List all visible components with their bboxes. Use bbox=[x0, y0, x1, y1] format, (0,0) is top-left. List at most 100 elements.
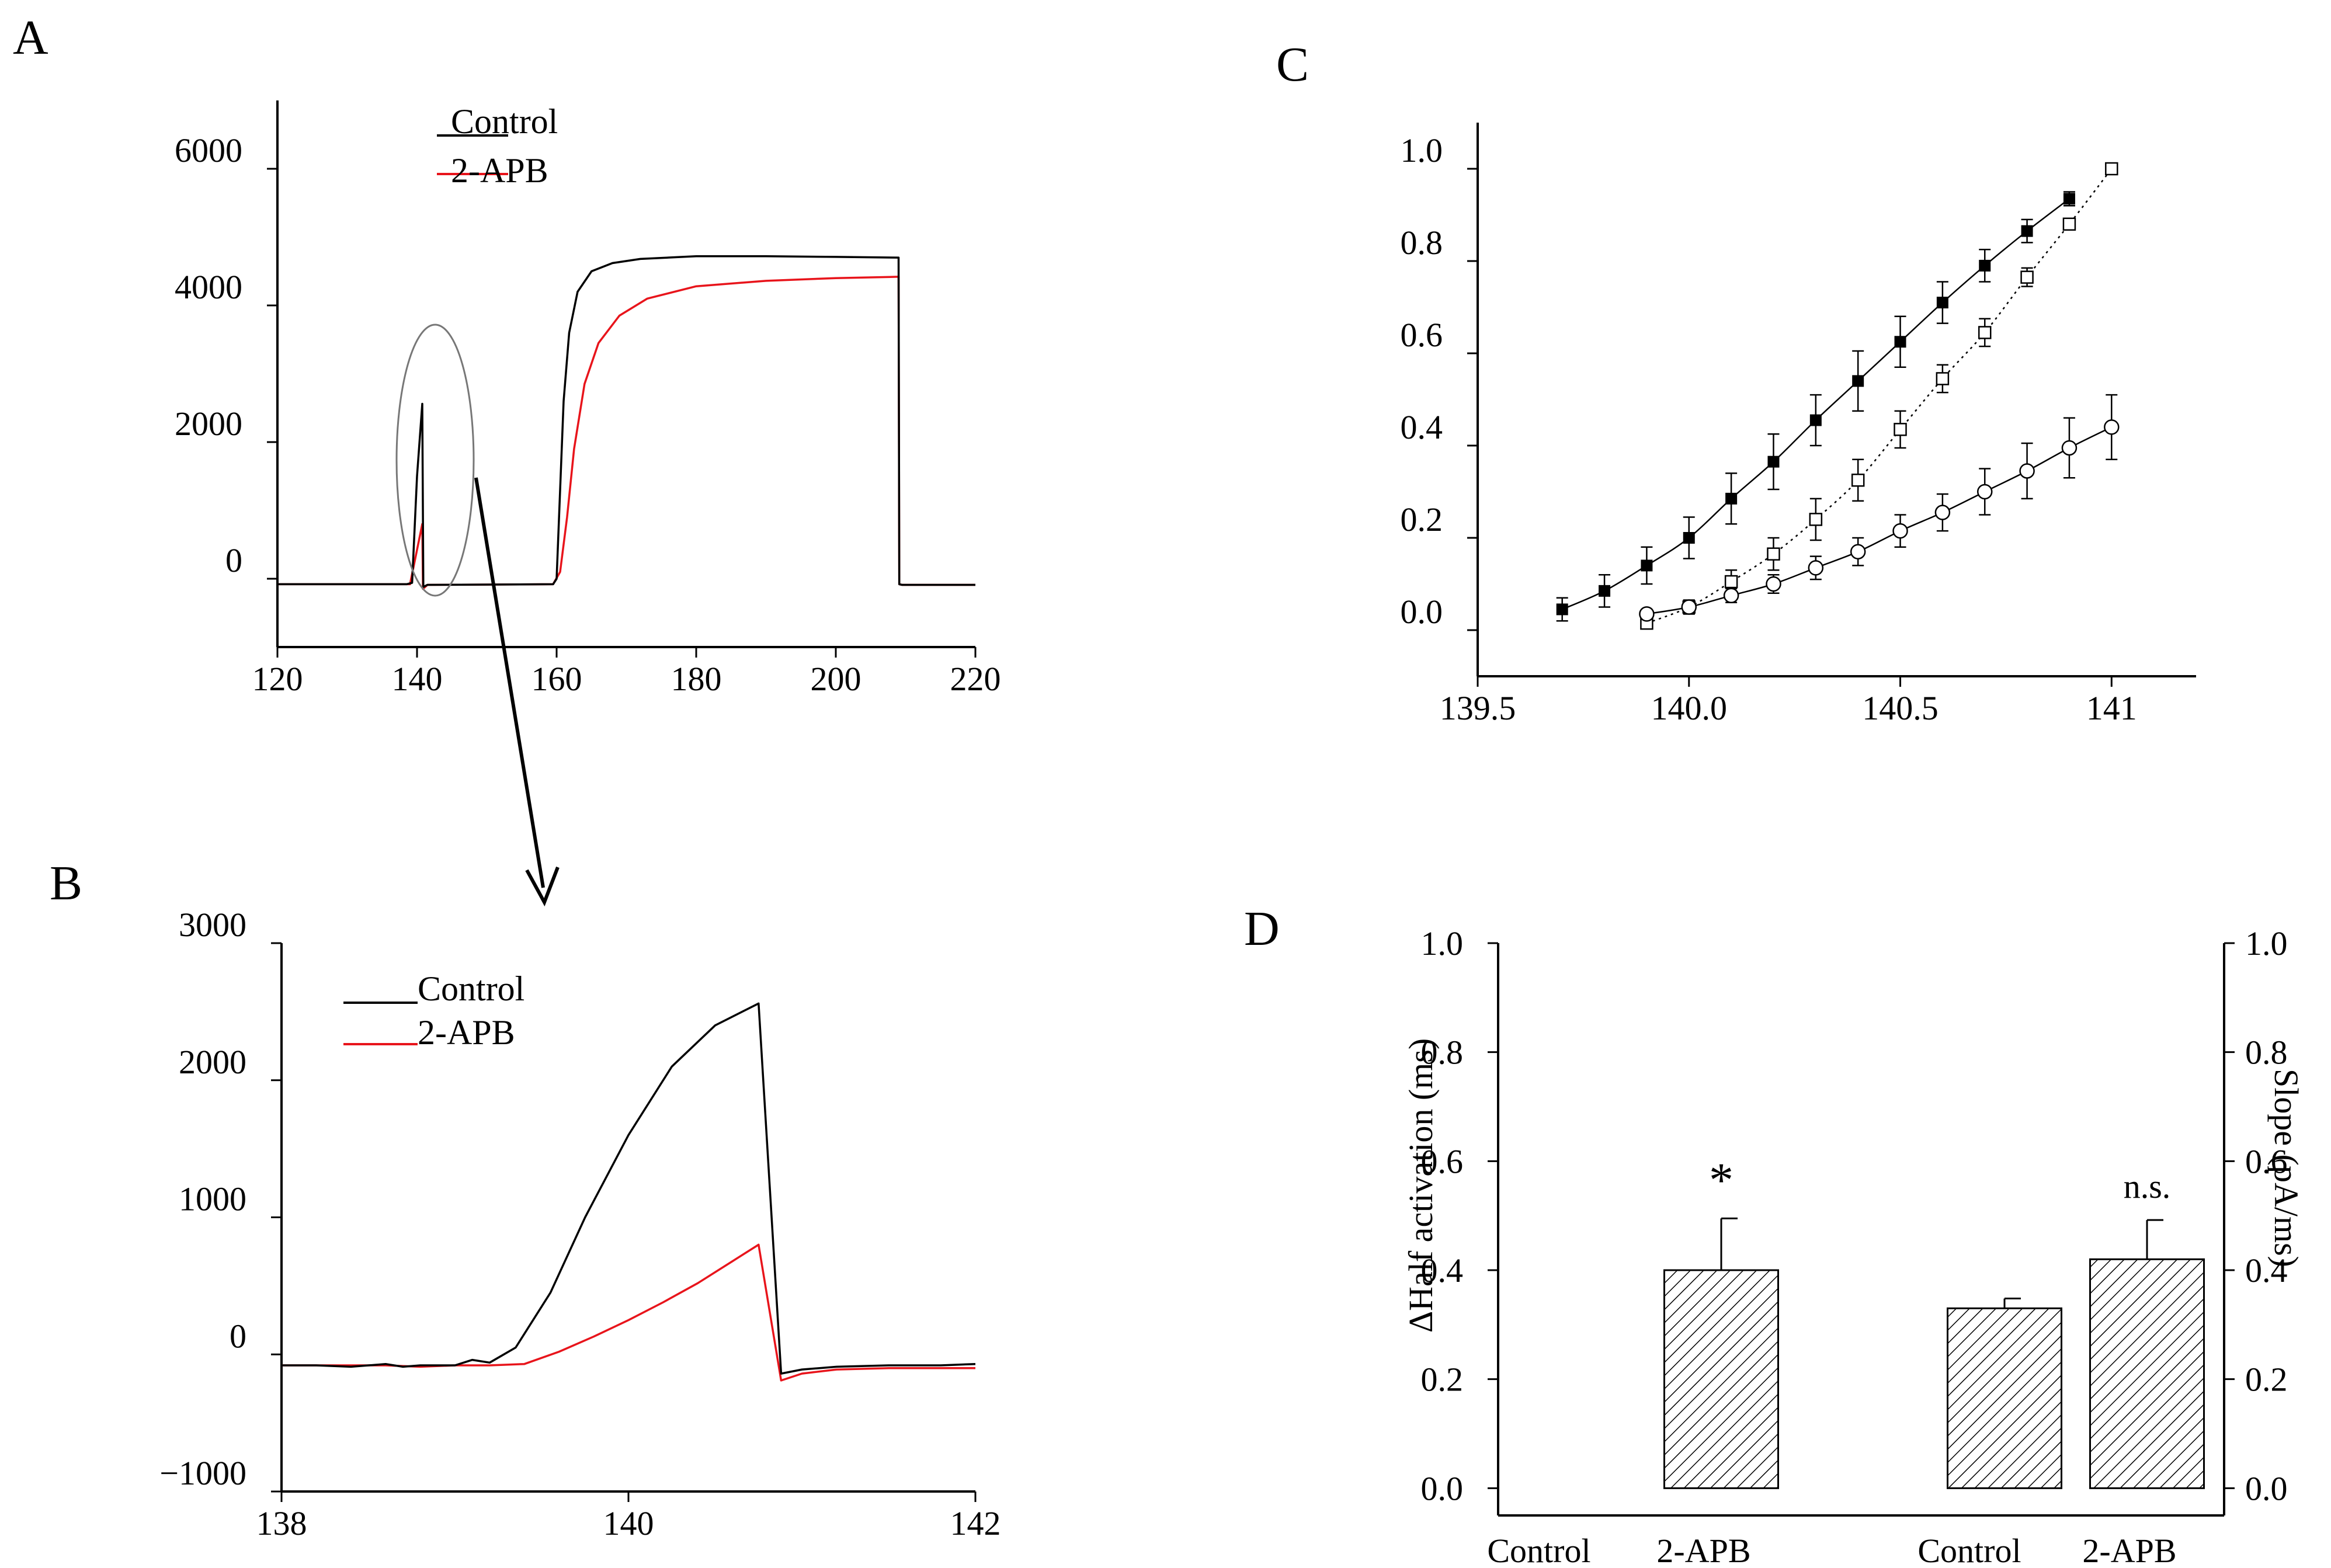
y-tick-label-left: 0.2 bbox=[1421, 1361, 1464, 1399]
x-tick-label: 138 bbox=[256, 1504, 307, 1542]
panel-a-ticks: 120 140 160 180 200 220 0 2000 4000 6000 bbox=[175, 131, 1001, 698]
y-tick-label-left: 0.8 bbox=[1421, 1034, 1464, 1072]
panel-c-label: C bbox=[1276, 37, 1309, 92]
y-tick-label: 4000 bbox=[175, 268, 242, 306]
significance-annotation: * bbox=[1709, 1153, 1734, 1207]
panel-a: A 120 140 160 180 200 220 0 2000 4000 6000 Contro… bbox=[13, 11, 1001, 698]
panel-a-label: A bbox=[13, 11, 48, 65]
y-tick-label: 0.2 bbox=[1401, 500, 1443, 538]
bar bbox=[1947, 1307, 2062, 1489]
bar bbox=[1663, 1269, 1779, 1489]
panel-d-ticks: 0.0 0.0 0.2 0.2 0.4 0.4 0.6 0.6 0.8 0.8 1.0 1.0 bbox=[1421, 924, 2288, 1507]
panel-a-legend: Control 2-APB bbox=[437, 102, 558, 190]
y-tick-label: 0.4 bbox=[1401, 408, 1443, 446]
panel-c: C 139.5 140.0 140.5 141 0.0 0.2 0.4 0.6 0.8 1.0 bbox=[1276, 37, 2196, 727]
y-tick-label: −1000 bbox=[159, 1454, 246, 1492]
data-point bbox=[1936, 297, 1948, 309]
panel-d-bars: Control * 2-APB Control n.s. 2-APB bbox=[1487, 1153, 2205, 1568]
data-point bbox=[1683, 532, 1695, 544]
x-tick-label: 220 bbox=[950, 660, 1001, 698]
panel-d: D 0.0 0.0 0.2 0.2 0.4 0.4 0.6 0.6 0.8 0.8 1.0 1.0 C… bbox=[1244, 902, 2305, 1568]
data-point bbox=[1976, 484, 1993, 500]
data-point bbox=[2104, 419, 2120, 435]
data-point bbox=[1809, 513, 1823, 526]
x-tick-label: 140 bbox=[603, 1504, 654, 1542]
y-tick-label-left: 0.4 bbox=[1421, 1251, 1464, 1289]
panel-d-label: D bbox=[1244, 902, 1280, 956]
data-point bbox=[1978, 326, 1992, 339]
data-point bbox=[2020, 270, 2034, 284]
panel-b-series bbox=[282, 1002, 976, 1382]
x-tick-label: 180 bbox=[671, 660, 722, 698]
data-point bbox=[1892, 523, 1908, 539]
legend-2apb-label: 2-APB bbox=[451, 151, 548, 190]
significance-annotation: n.s. bbox=[2124, 1167, 2171, 1205]
data-point bbox=[1767, 456, 1780, 468]
y-tick-label-right: 1.0 bbox=[2245, 924, 2288, 962]
y-tick-label-left: 0.6 bbox=[1421, 1142, 1464, 1180]
panel-b-axes bbox=[280, 943, 975, 1493]
data-point bbox=[1850, 544, 1866, 559]
y-tick-label: 2000 bbox=[175, 405, 242, 443]
data-point bbox=[1724, 575, 1738, 589]
x-category-label: 2-APB bbox=[2082, 1532, 2176, 1568]
panel-b-ticks: 138 140 142 −1000 0 1000 2000 3000 bbox=[159, 906, 1001, 1542]
x-tick-label: 160 bbox=[531, 660, 582, 698]
data-point bbox=[1808, 560, 1824, 576]
legend-2apb-label: 2-APB bbox=[418, 1013, 515, 1052]
y-tick-label: 6000 bbox=[175, 131, 242, 169]
x-tick-label: 200 bbox=[811, 660, 861, 698]
y-tick-label-left: 1.0 bbox=[1421, 924, 1464, 962]
y-tick-label: 0.0 bbox=[1401, 593, 1443, 631]
data-point bbox=[1681, 599, 1697, 615]
legend-control-label: Control bbox=[451, 102, 558, 141]
x-tick-label: 142 bbox=[950, 1504, 1001, 1542]
x-tick-label: 141 bbox=[2086, 689, 2137, 727]
x-category-label: Control bbox=[1917, 1532, 2021, 1568]
data-point bbox=[1641, 559, 1653, 572]
data-point bbox=[1766, 576, 1781, 592]
data-point bbox=[1639, 606, 1655, 622]
data-point bbox=[2021, 225, 2033, 237]
data-point bbox=[1767, 547, 1780, 561]
data-point bbox=[1894, 423, 1907, 436]
y-axis-label-right: Slope (pA/ms) bbox=[2267, 1069, 2305, 1267]
y-tick-label: 0 bbox=[225, 541, 242, 579]
bar bbox=[2089, 1258, 2205, 1489]
series-line-2apb bbox=[277, 276, 975, 590]
data-point bbox=[2105, 162, 2118, 176]
y-axis-label-left: ΔHalf activation (ms) bbox=[1402, 1038, 1440, 1333]
data-point bbox=[1894, 336, 1906, 348]
y-tick-label-left: 0.0 bbox=[1421, 1469, 1464, 1507]
series-line-control bbox=[282, 1002, 976, 1375]
fit-curve-1 bbox=[1646, 168, 2113, 624]
data-point bbox=[1725, 492, 1738, 505]
panel-b-legend: Control 2-APB bbox=[343, 969, 524, 1052]
x-tick-label: 140.5 bbox=[1862, 689, 1939, 727]
y-tick-label: 0 bbox=[230, 1317, 246, 1355]
y-tick-label: 3000 bbox=[179, 906, 246, 944]
y-tick-label-right: 0.6 bbox=[2245, 1142, 2288, 1180]
data-point bbox=[1936, 372, 1950, 385]
x-tick-label: 140 bbox=[392, 660, 443, 698]
series-line-control bbox=[277, 255, 975, 588]
x-tick-label: 140.0 bbox=[1651, 689, 1728, 727]
data-point bbox=[2062, 217, 2076, 231]
y-tick-label-right: 0.2 bbox=[2245, 1361, 2288, 1399]
panel-c-ticks: 139.5 140.0 140.5 141 0.0 0.2 0.4 0.6 0.8 1.0 bbox=[1401, 131, 2137, 727]
panel-d-axes bbox=[1497, 943, 2225, 1517]
data-point bbox=[2061, 440, 2078, 456]
series-line-2apb bbox=[282, 1243, 975, 1382]
data-point bbox=[1979, 259, 1991, 272]
y-tick-label-right: 0.0 bbox=[2245, 1469, 2288, 1507]
data-point bbox=[2063, 193, 2075, 205]
panel-c-series bbox=[1556, 162, 2120, 630]
legend-control-label: Control bbox=[418, 969, 524, 1008]
y-tick-label-right: 0.4 bbox=[2245, 1251, 2288, 1289]
y-tick-label: 1.0 bbox=[1401, 131, 1443, 169]
x-category-label: Control bbox=[1487, 1532, 1590, 1568]
panel-a-series bbox=[277, 255, 975, 590]
data-point bbox=[1723, 587, 1739, 603]
y-tick-label: 2000 bbox=[179, 1043, 246, 1081]
